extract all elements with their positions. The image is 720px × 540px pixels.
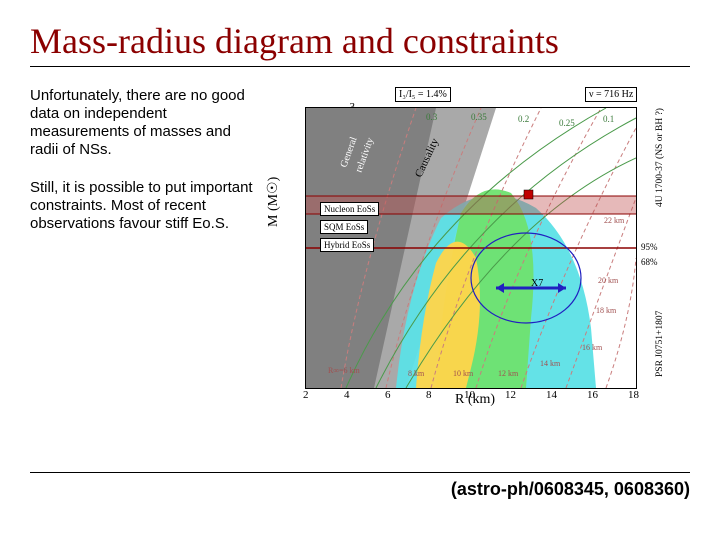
svg-text:18 km: 18 km <box>596 306 617 315</box>
slide: Mass-radius diagram and constraints Unfo… <box>0 0 720 540</box>
x7-label: X7 <box>531 278 543 289</box>
svg-text:20 km: 20 km <box>598 276 619 285</box>
xtick: 10 <box>464 389 475 401</box>
svg-text:22 km: 22 km <box>604 216 625 225</box>
xtick: 4 <box>344 389 350 401</box>
svg-text:10 km: 10 km <box>453 369 474 378</box>
red-marker <box>524 190 533 199</box>
xtick: 18 <box>628 389 639 401</box>
legend-nucleon: Nucleon EoSs <box>320 202 379 216</box>
xtick: 14 <box>546 389 557 401</box>
right-label-1: 4U 1700-37 (NS or BH ?) <box>655 108 665 207</box>
y-axis-label: M (M☉) <box>265 177 282 227</box>
xtick: 6 <box>385 389 391 401</box>
paragraph-1: Unfortunately, there are no good data on… <box>30 87 255 159</box>
legend-sqm: SQM EoSs <box>320 220 368 234</box>
xtick: 16 <box>587 389 598 401</box>
paragraph-2: Still, it is possible to put important c… <box>30 179 255 233</box>
frac: 0.2 <box>518 114 529 124</box>
xtick: 2 <box>303 389 309 401</box>
frac: 0.25 <box>559 118 575 128</box>
svg-text:8 km: 8 km <box>408 369 425 378</box>
frac: 0.35 <box>471 112 487 122</box>
svg-text:16 km: 16 km <box>582 343 603 352</box>
x-axis-label: R (km) <box>455 392 495 408</box>
mass-radius-chart: I₃/I₅ = 1.4% ν = 716 Hz M (M☉) R (km) 0 … <box>265 87 690 417</box>
body-text: Unfortunately, there are no good data on… <box>30 87 255 417</box>
frac: 0.3 <box>426 112 438 122</box>
pct-95: 95% <box>641 242 658 252</box>
svg-text:R∞=6 km: R∞=6 km <box>328 366 361 375</box>
xtick: 8 <box>426 389 432 401</box>
legend-hybrid: Hybrid EoSs <box>320 238 374 252</box>
frac: 0.1 <box>603 114 614 124</box>
top-label-right: ν = 716 Hz <box>585 87 637 102</box>
svg-text:12 km: 12 km <box>498 369 519 378</box>
content-row: Unfortunately, there are no good data on… <box>30 87 690 417</box>
top-label-left: I₃/I₅ = 1.4% <box>395 87 451 102</box>
svg-text:14 km: 14 km <box>540 359 561 368</box>
xtick: 12 <box>505 389 516 401</box>
page-title: Mass-radius diagram and constraints <box>30 20 690 67</box>
right-label-2: PSR J0751+1807 <box>655 311 665 377</box>
pct-68: 68% <box>641 257 658 267</box>
footer-citation: (astro-ph/0608345, 0608360) <box>30 472 690 500</box>
